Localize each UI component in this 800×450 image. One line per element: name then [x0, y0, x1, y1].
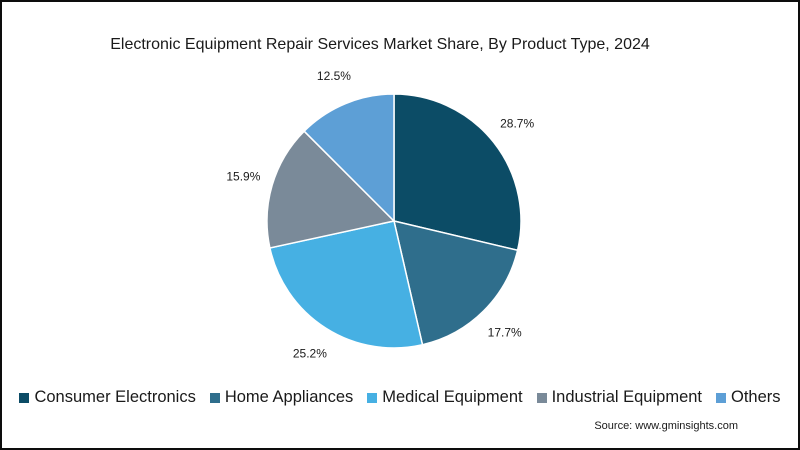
legend-item-home-appliances: Home Appliances [209, 388, 354, 407]
slice-value-label: 15.9% [226, 170, 260, 184]
slice-value-label: 17.7% [488, 325, 522, 339]
legend-item-others: Others [716, 388, 781, 407]
legend-swatch [716, 392, 727, 403]
legend-label: Medical Equipment [382, 388, 523, 406]
pie-slice-consumer-electronics [393, 93, 522, 252]
pie-slices [266, 93, 522, 349]
legend-item-industrial-equipment: Industrial Equipment [536, 388, 703, 407]
slice-value-label: 25.2% [293, 347, 327, 361]
pie-slice-home-appliances [392, 219, 519, 346]
pie-slice-others [303, 93, 395, 223]
legend-label: Others [731, 388, 781, 406]
legend-item-consumer-electronics: Consumer Electronics [19, 388, 196, 407]
pie-slice-medical-equipment [268, 220, 424, 349]
legend-label: Consumer Electronics [34, 388, 196, 406]
pie-labels: 28.7% 17.7% 25.2% 15.9% 12.5% [226, 69, 534, 361]
legend-item-medical-equipment: Medical Equipment [367, 388, 523, 407]
chart-title: Electronic Equipment Repair Services Mar… [110, 36, 650, 53]
slice-value-label: 28.7% [500, 117, 534, 131]
slice-value-label: 12.5% [317, 69, 351, 83]
legend-swatch [209, 392, 220, 403]
pie-slice-industrial-equipment [266, 130, 396, 249]
legend-swatch [367, 392, 378, 403]
legend-swatch [536, 392, 547, 403]
source-note: Source: www.gminsights.com [594, 420, 738, 432]
legend: Consumer Electronics Home Appliances Med… [0, 388, 800, 407]
legend-swatch [19, 392, 30, 403]
legend-label: Industrial Equipment [551, 388, 703, 406]
legend-label: Home Appliances [224, 388, 354, 406]
